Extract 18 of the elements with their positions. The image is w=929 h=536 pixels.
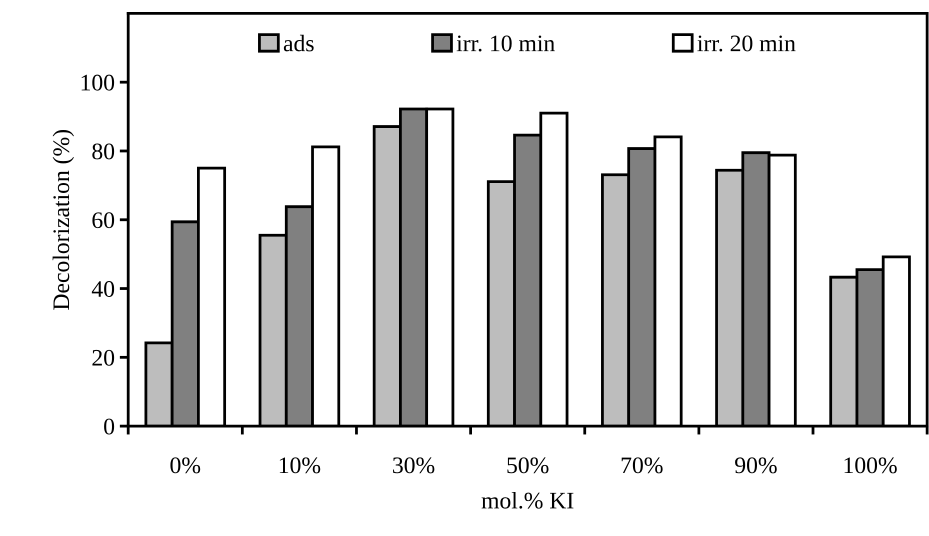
y-tick-label: 60: [92, 212, 114, 228]
x-tick-label: 10%: [280, 457, 320, 474]
x-tick-label: 70%: [622, 457, 663, 474]
legend-label: irr. 20 min: [697, 35, 796, 52]
x-tick-label: 90%: [735, 457, 777, 474]
y-tick-label: 0: [104, 418, 114, 435]
y-tick-label: 80: [92, 143, 114, 160]
legend-label: irr. 10 min: [456, 35, 555, 52]
y-tick-label: 100: [82, 74, 114, 91]
y-tick-label: 20: [92, 350, 114, 366]
x-tick-label: 0%: [170, 457, 200, 474]
legend-label: ads: [284, 34, 314, 52]
x-tick-label: 100%: [844, 457, 897, 474]
y-tick-label: 40: [92, 281, 114, 297]
y-axis-title: Decolorization (%): [52, 130, 74, 310]
x-tick-label: 30%: [393, 457, 434, 474]
x-axis-title: mol.% KI: [482, 492, 574, 509]
x-tick-label: 50%: [507, 457, 549, 474]
